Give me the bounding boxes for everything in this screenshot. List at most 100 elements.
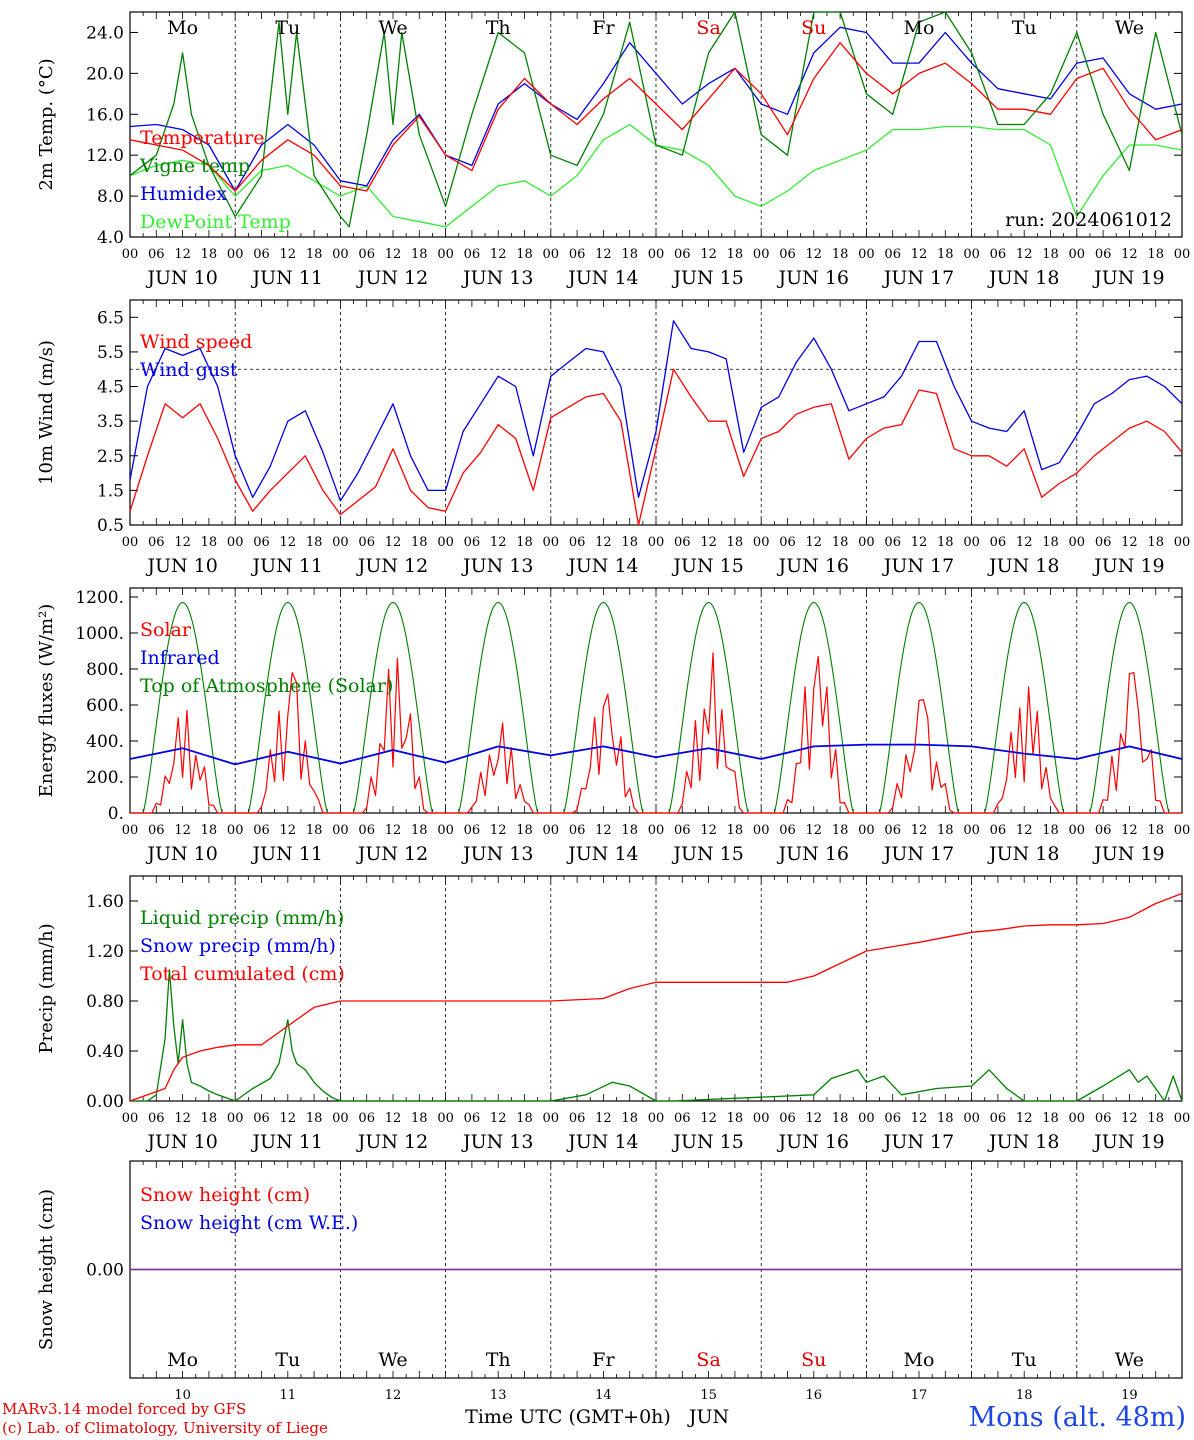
temp-hour-label: 00 (437, 247, 454, 262)
wind-hour-label: 06 (464, 535, 481, 550)
temp-hour-label: 12 (595, 247, 612, 262)
wind-hour-label: 06 (990, 535, 1007, 550)
wind-hour-label: 00 (753, 535, 770, 550)
wind-hour-label: 18 (621, 535, 638, 550)
temp-date-label: JUN 10 (145, 267, 217, 289)
temp-hour-label: 00 (753, 247, 770, 262)
energy-date-label: JUN 13 (461, 843, 533, 865)
temp-hour-label: 00 (963, 247, 980, 262)
temp-hour-label: 18 (937, 247, 954, 262)
precip-hour-label: 12 (700, 1111, 717, 1126)
temp-series-line (129, 26, 1183, 192)
precip-hour-label: 18 (516, 1111, 533, 1126)
wind-hour-label: 06 (1095, 535, 1112, 550)
wind-date-label: JUN 11 (251, 555, 323, 577)
energy-hour-label: 18 (201, 823, 218, 838)
temp-weekday-label: We (1115, 17, 1144, 39)
temp-hour-label: 00 (227, 247, 244, 262)
precip-date-label: JUN 17 (882, 1131, 954, 1153)
wind-hour-label: 06 (358, 535, 375, 550)
temp-legend-entry: Humidex (140, 183, 227, 205)
energy-hour-label: 00 (648, 823, 665, 838)
wind-hour-label: 00 (543, 535, 560, 550)
snow-weekday-label: Tu (275, 1349, 300, 1371)
temp-date-label: JUN 14 (566, 267, 638, 289)
energy-hour-label: 06 (1095, 823, 1112, 838)
precip-y-tick-label: 1.60 (86, 892, 124, 912)
temp-series-line (129, 42, 1183, 192)
precip-hour-label: 00 (963, 1111, 980, 1126)
precip-legend-entry: Liquid precip (mm/h) (140, 907, 344, 929)
wind-hour-label: 18 (937, 535, 954, 550)
temp-hour-label: 12 (1121, 247, 1138, 262)
wind-hour-label: 00 (1069, 535, 1086, 550)
precip-series-line (129, 892, 1183, 1102)
wind-hour-label: 18 (306, 535, 323, 550)
wind-series-line (129, 320, 1183, 502)
snow-day-number: 11 (280, 1388, 297, 1403)
temp-date-label: JUN 11 (251, 267, 323, 289)
precip-hour-label: 12 (174, 1111, 191, 1126)
temp-weekday-label: Mo (167, 17, 198, 39)
wind-date-label: JUN 10 (145, 555, 217, 577)
temp-weekday-label: Th (486, 17, 511, 39)
precip-hour-label: 18 (727, 1111, 744, 1126)
temp-hour-label: 06 (779, 247, 796, 262)
temp-y-tick-label: 20.0 (86, 64, 124, 84)
precip-hour-label: 00 (543, 1111, 560, 1126)
energy-hour-label: 12 (280, 823, 297, 838)
energy-hour-label: 06 (569, 823, 586, 838)
temp-hour-label: 00 (858, 247, 875, 262)
energy-date-label: JUN 11 (251, 843, 323, 865)
credit-line-1: MARv3.14 model forced by GFS (2, 1400, 247, 1418)
precip-hour-label: 06 (464, 1111, 481, 1126)
wind-hour-label: 12 (911, 535, 928, 550)
wind-hour-label: 12 (806, 535, 823, 550)
snow-weekday-label: Fr (592, 1349, 615, 1371)
temp-weekday-label: Fr (592, 17, 615, 39)
energy-hour-label: 18 (306, 823, 323, 838)
energy-hour-label: 12 (1016, 823, 1033, 838)
snow-weekday-label: Th (486, 1349, 511, 1371)
snow-day-number: 17 (911, 1388, 928, 1403)
energy-hour-label: 06 (884, 823, 901, 838)
temp-hour-label: 18 (1042, 247, 1059, 262)
energy-hour-label: 18 (1147, 823, 1164, 838)
energy-date-label: JUN 17 (882, 843, 954, 865)
precip-hour-label: 00 (227, 1111, 244, 1126)
wind-hour-label: 06 (253, 535, 270, 550)
wind-hour-label: 18 (516, 535, 533, 550)
temp-hour-label: 00 (648, 247, 665, 262)
wind-y-tick-label: 6.5 (97, 308, 124, 328)
wind-y-tick-label: 3.5 (97, 412, 124, 432)
wind-hour-label: 12 (1121, 535, 1138, 550)
snow-weekday-label: Mo (904, 1349, 935, 1371)
snow-weekday-label: We (378, 1349, 407, 1371)
precip-y-tick-label: 1.20 (86, 942, 124, 962)
snow-day-number: 15 (700, 1388, 717, 1403)
energy-y-tick-label: 400. (86, 732, 124, 752)
energy-y-tick-label: 600. (86, 696, 124, 716)
precip-hour-label: 06 (148, 1111, 165, 1126)
snow-day-number: 12 (385, 1388, 402, 1403)
precip-date-label: JUN 13 (461, 1131, 533, 1153)
wind-hour-label: 18 (201, 535, 218, 550)
temp-hour-label: 06 (1095, 247, 1112, 262)
precip-series-line (130, 969, 1183, 1102)
precip-hour-label: 00 (753, 1111, 770, 1126)
wind-date-label: JUN 19 (1092, 555, 1164, 577)
wind-date-label: JUN 15 (671, 555, 743, 577)
precip-hour-label: 06 (884, 1111, 901, 1126)
precip-date-label: JUN 15 (671, 1131, 743, 1153)
energy-hour-label: 06 (358, 823, 375, 838)
temp-hour-label: 18 (201, 247, 218, 262)
temp-weekday-label: Mo (904, 17, 935, 39)
energy-y-tick-label: 1200. (75, 588, 124, 608)
temp-date-label: JUN 18 (987, 267, 1059, 289)
precip-hour-label: 12 (806, 1111, 823, 1126)
temp-hour-label: 06 (253, 247, 270, 262)
energy-hour-label: 00 (753, 823, 770, 838)
precip-hour-label: 18 (411, 1111, 428, 1126)
snow-day-number: 13 (490, 1388, 507, 1403)
